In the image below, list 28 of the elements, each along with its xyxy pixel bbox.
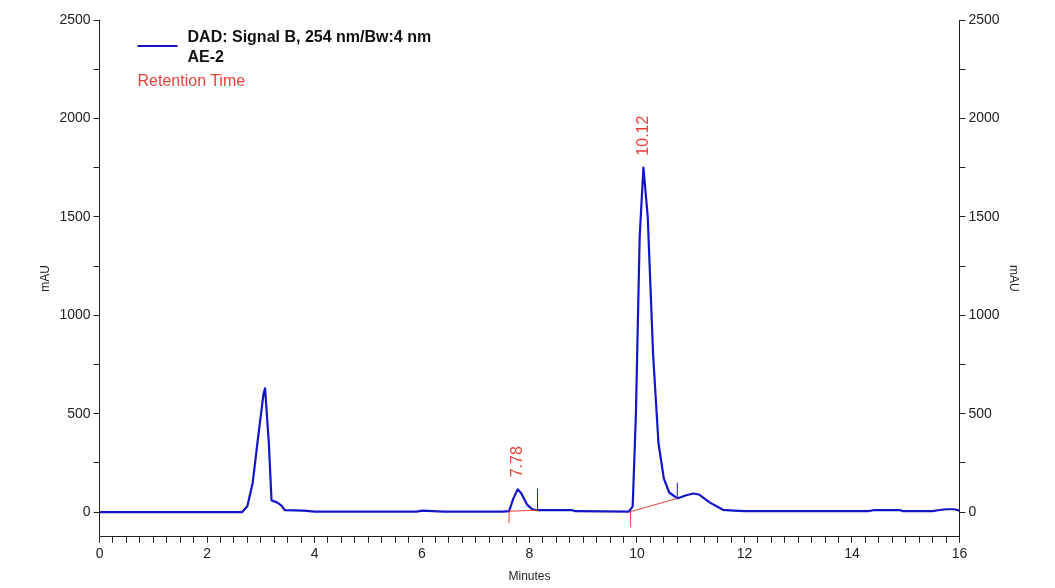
annotation: 10.12 — [633, 115, 651, 156]
y-axis-title: mAU — [37, 265, 52, 292]
y2-tick-label: 2500 — [968, 10, 1000, 27]
y-tick-label: 0 — [82, 503, 91, 520]
legend-label: DAD: Signal B, 254 nm/Bw:4 nm AE-2 — [187, 28, 432, 66]
x-tick-label: 4 — [310, 545, 319, 562]
y2-tick-label: 0 — [968, 503, 977, 520]
x-tick-label: 6 — [418, 545, 427, 562]
y-tick-label: 1500 — [59, 207, 91, 224]
x-tick-label: 0 — [95, 545, 104, 562]
x-tick-label: 16 — [951, 545, 968, 562]
x-tick-label: 10 — [629, 545, 645, 562]
y-tick-label: 500 — [67, 404, 91, 421]
y2-tick-label: 2000 — [968, 109, 1000, 126]
y-tick-label: 2500 — [59, 10, 91, 27]
annotation: Retention Time — [137, 72, 246, 90]
x-axis-title: Minutes — [508, 569, 551, 584]
y2-tick-label: 1000 — [968, 306, 1000, 323]
annotation: 7.78 — [508, 446, 526, 478]
y2-tick-label: 1500 — [968, 207, 1000, 224]
y-tick-label: 1000 — [59, 306, 91, 323]
x-tick-label: 14 — [844, 545, 860, 562]
x-tick-label: 8 — [525, 545, 534, 562]
x-tick-label: 12 — [736, 545, 753, 562]
y-tick-label: 2000 — [59, 109, 91, 126]
y2-tick-label: 500 — [968, 404, 993, 421]
y2-axis-title: mAU — [1007, 265, 1022, 292]
x-tick-label: 2 — [203, 545, 212, 562]
